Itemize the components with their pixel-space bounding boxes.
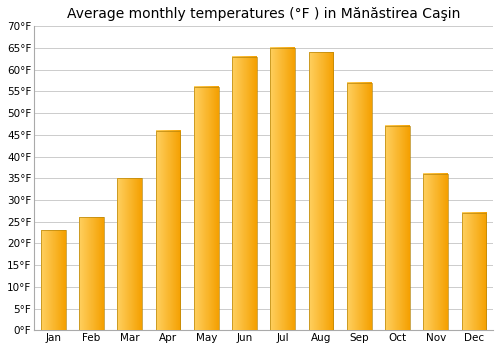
Bar (462, 213, 486, 330)
Bar (79, 217, 104, 330)
Bar (118, 178, 142, 330)
Bar (194, 87, 218, 330)
Bar (41, 230, 66, 330)
Title: Average monthly temperatures (°F ) in Mănăstirea Caşin: Average monthly temperatures (°F ) in Mă… (67, 7, 460, 21)
Bar (385, 126, 410, 330)
Bar (156, 131, 180, 330)
Bar (232, 57, 257, 330)
Bar (424, 174, 448, 330)
Bar (347, 83, 372, 330)
Bar (308, 52, 334, 330)
Bar (270, 48, 295, 330)
